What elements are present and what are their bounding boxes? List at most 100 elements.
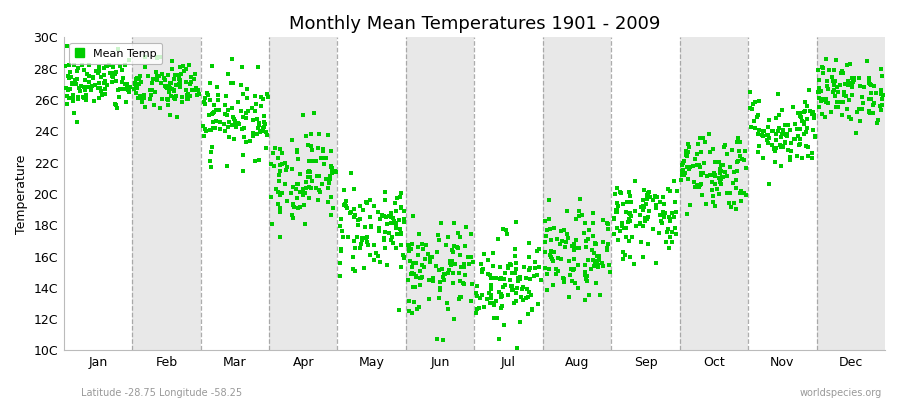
Point (592, 292, 607, 298)
Point (335, 228, 349, 235)
Point (607, 216, 621, 222)
Point (222, 119, 237, 125)
Point (621, 219, 635, 225)
Point (504, 262, 518, 268)
Point (166, 88, 181, 95)
Point (491, 336, 506, 342)
Point (316, 155, 330, 162)
Point (577, 262, 591, 268)
Point (417, 264, 431, 271)
Point (861, 80, 876, 86)
Point (457, 264, 472, 270)
Point (687, 179, 701, 186)
Point (437, 271, 452, 277)
Point (730, 168, 744, 174)
Point (290, 149, 304, 155)
Point (238, 110, 253, 116)
Point (806, 155, 820, 161)
Point (406, 212, 420, 219)
Point (675, 172, 689, 178)
Point (252, 120, 266, 126)
Point (421, 276, 436, 283)
Point (397, 255, 411, 261)
Point (844, 82, 859, 88)
Point (350, 222, 365, 228)
Point (59, 85, 74, 91)
Point (738, 148, 752, 154)
Point (723, 190, 737, 196)
Point (609, 209, 624, 215)
Point (716, 144, 731, 151)
Point (250, 131, 265, 137)
Point (845, 78, 859, 85)
Point (767, 146, 781, 152)
Point (197, 126, 211, 132)
Point (90, 70, 104, 77)
Point (377, 237, 392, 244)
Point (324, 148, 338, 154)
Point (551, 255, 565, 262)
Point (255, 127, 269, 134)
Point (711, 158, 725, 165)
Point (560, 208, 574, 214)
Point (709, 185, 724, 192)
Point (526, 306, 540, 312)
Point (508, 260, 523, 266)
Point (165, 58, 179, 64)
Point (235, 126, 249, 132)
Point (864, 90, 878, 96)
Point (675, 162, 689, 168)
Point (223, 80, 238, 86)
Point (475, 292, 490, 298)
Point (842, 82, 856, 88)
Point (393, 264, 408, 270)
Point (695, 192, 709, 198)
Point (752, 142, 766, 149)
Point (411, 252, 426, 258)
Point (158, 77, 172, 84)
Point (68, 78, 83, 84)
Point (814, 96, 829, 103)
Point (812, 104, 826, 110)
Point (532, 264, 546, 270)
Point (874, 107, 888, 113)
Point (258, 129, 273, 135)
Point (595, 259, 609, 266)
Point (699, 201, 714, 208)
Point (446, 270, 460, 276)
Point (812, 94, 826, 101)
Point (138, 104, 152, 110)
Point (622, 216, 636, 222)
Point (724, 147, 739, 153)
Point (581, 292, 596, 298)
Point (98, 78, 112, 84)
Point (172, 81, 186, 87)
Point (290, 147, 304, 154)
Point (545, 258, 560, 264)
Point (618, 234, 633, 240)
Point (426, 278, 440, 284)
Point (821, 100, 835, 106)
Point (628, 222, 643, 229)
Point (831, 104, 845, 110)
Point (146, 75, 160, 82)
Point (836, 70, 850, 76)
Point (131, 81, 146, 87)
Point (353, 203, 367, 210)
Point (523, 265, 537, 271)
Point (714, 176, 728, 182)
Point (168, 72, 183, 78)
Point (635, 204, 650, 210)
Point (662, 188, 677, 194)
Point (413, 268, 428, 274)
Point (64, 74, 78, 80)
Point (302, 174, 317, 180)
Point (106, 70, 121, 77)
Point (212, 107, 226, 113)
Point (590, 258, 604, 265)
Point (326, 205, 340, 211)
Point (600, 246, 615, 253)
Point (760, 137, 774, 143)
Point (151, 73, 166, 79)
Point (337, 202, 351, 208)
